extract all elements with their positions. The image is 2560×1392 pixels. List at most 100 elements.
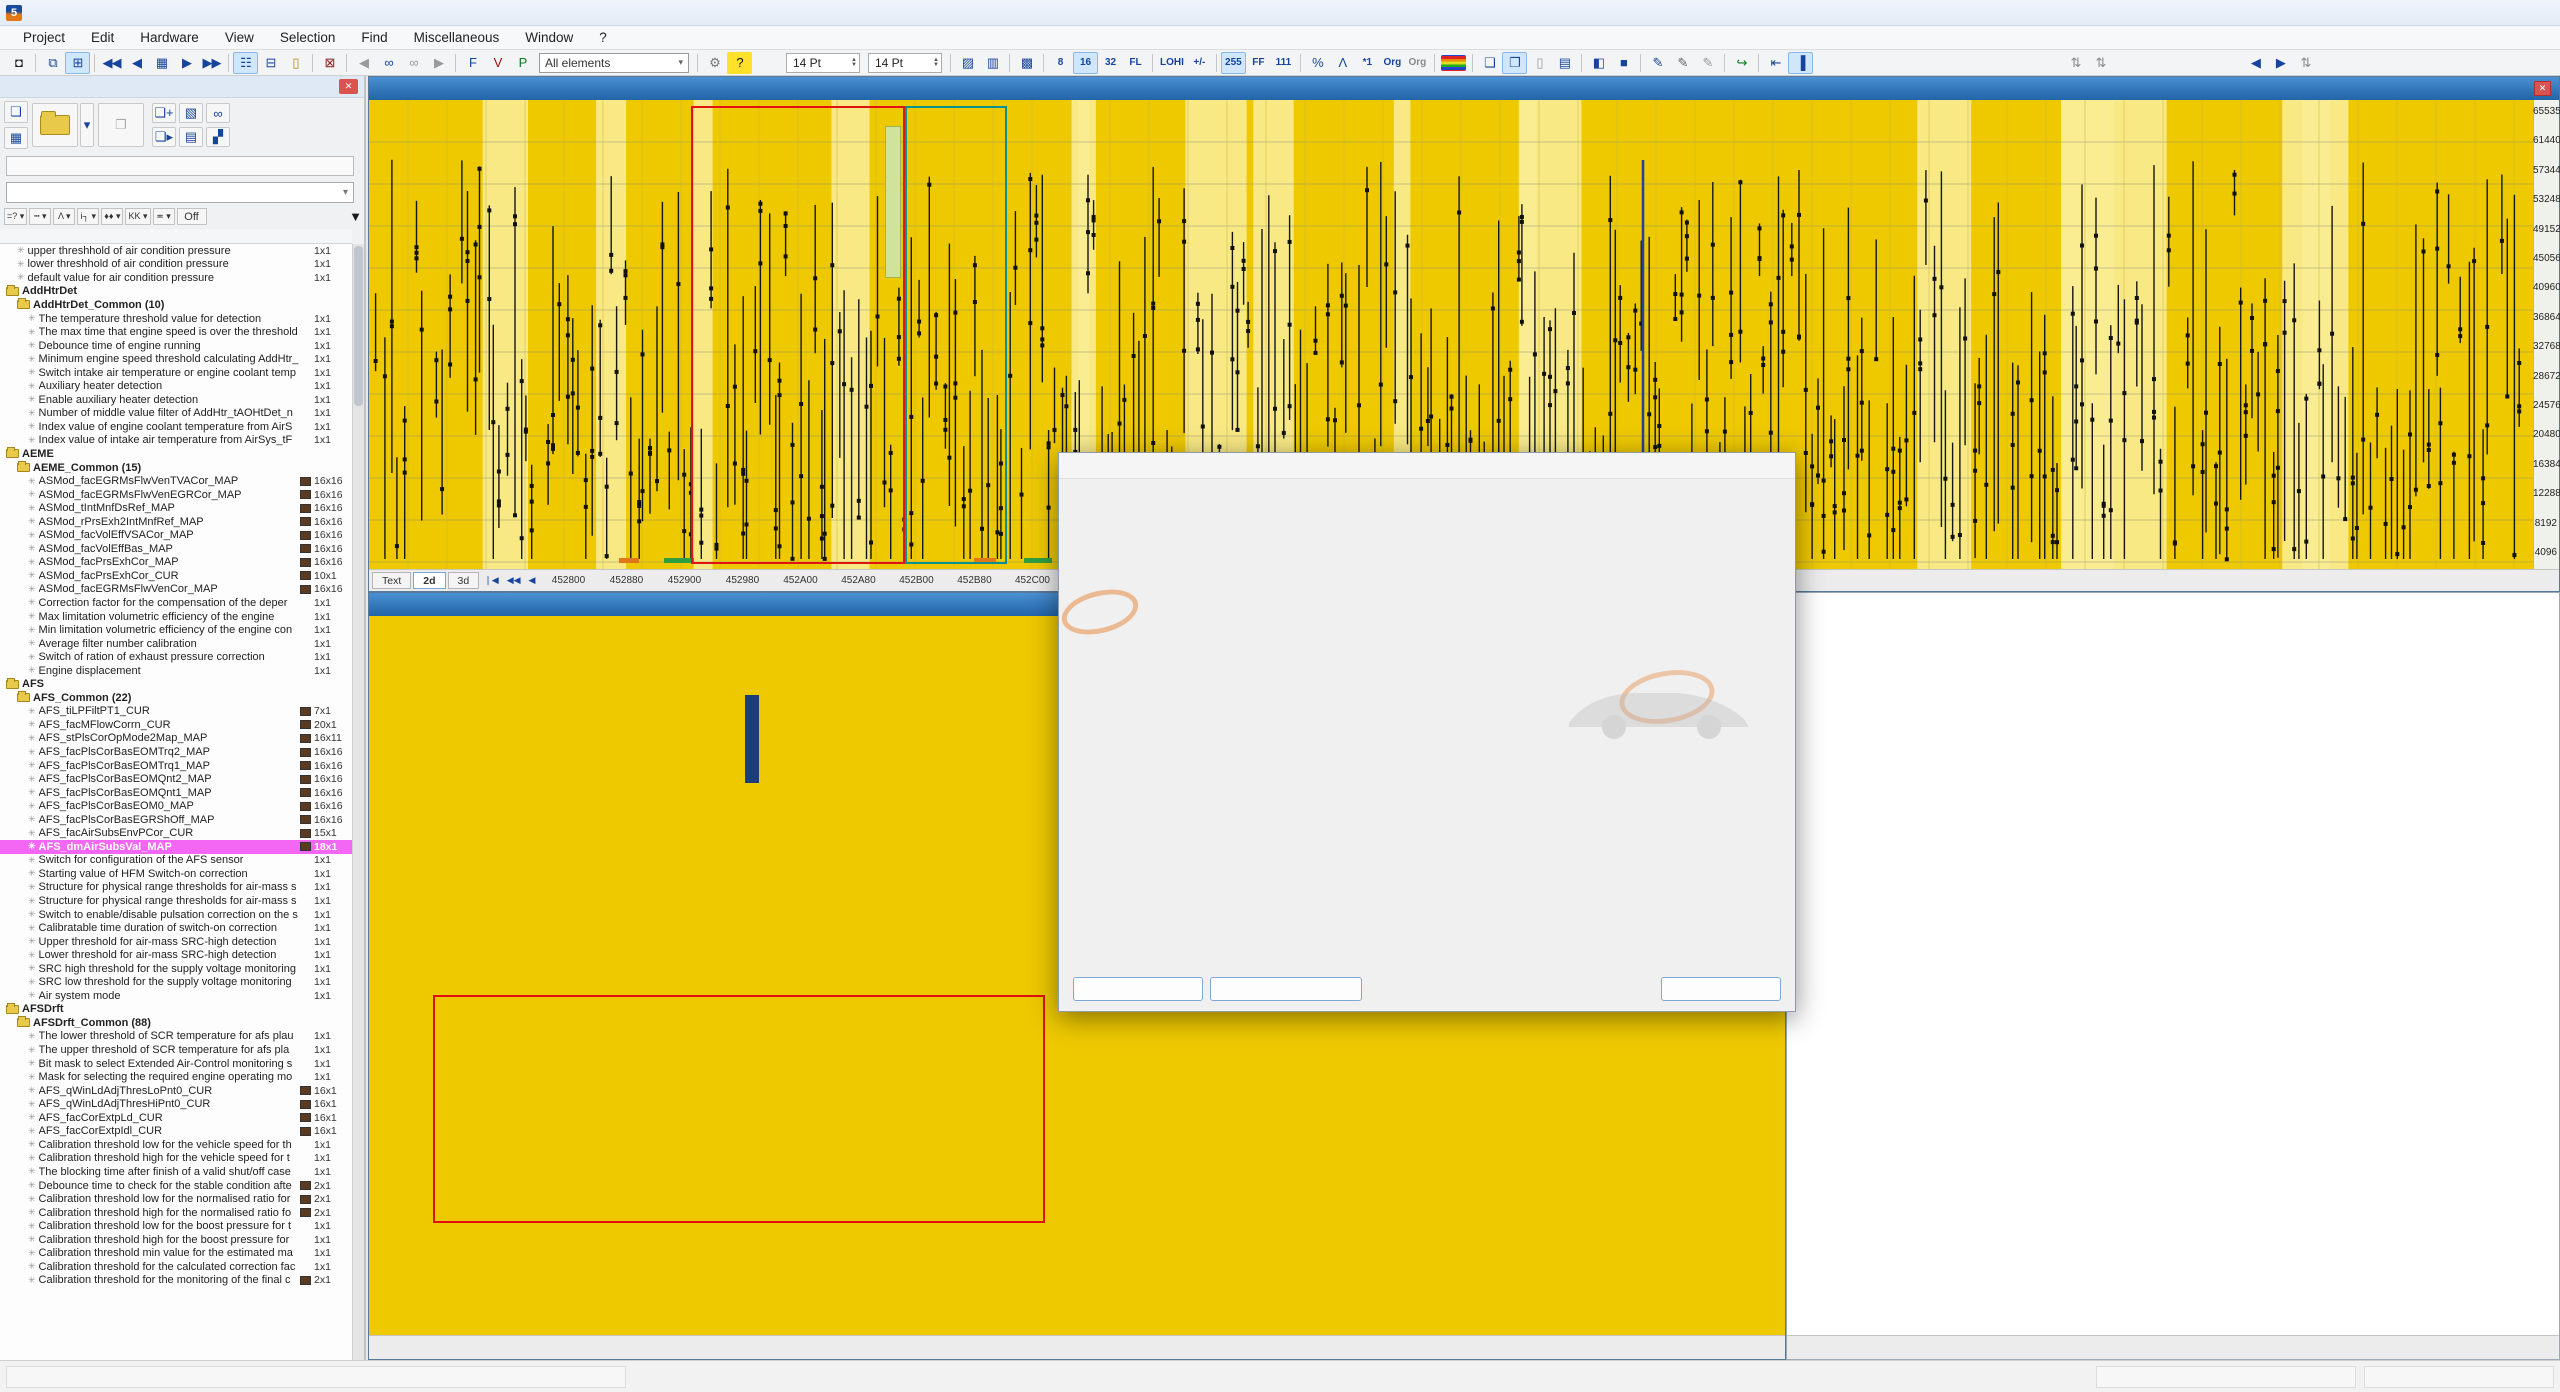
window-properties-icon[interactable]: ⊟ <box>265 54 277 70</box>
original-icon[interactable]: Org <box>1383 57 1402 68</box>
toolbar-scroll-1-icon[interactable]: ⇅ <box>2070 54 2081 70</box>
tree-item[interactable]: ✳ Switch for configuration of the AFS sen… <box>0 854 352 868</box>
tree-item[interactable]: AddHtrDet_Common (10) <box>0 298 352 312</box>
tree-item[interactable]: ✳ Enable auxiliary heater detection 1x1 <box>0 393 352 407</box>
factor-icon[interactable]: *1 <box>1362 57 1373 68</box>
tree-item[interactable]: ✳ ASMod_facEGRMsFlwVenCor_MAP 16x16 <box>0 583 352 597</box>
tree-item[interactable]: ✳ The lower threshold of SCR temperature … <box>0 1030 352 1044</box>
forward-icon[interactable]: ▶ <box>434 54 444 70</box>
tree-item[interactable]: ✳ AFS_facPlsCorBasEGRShOff_MAP 16x16 <box>0 813 352 827</box>
tree-item[interactable]: ✳ Auxiliary heater detection 1x1 <box>0 379 352 393</box>
menu-window[interactable]: Window <box>525 30 574 45</box>
functions-filter-icon[interactable]: F <box>469 55 477 70</box>
tab-2d[interactable]: 2d <box>413 572 446 589</box>
tree-item[interactable]: ✳ Min limitation volumetric efficiency of… <box>0 623 352 637</box>
tree-item[interactable]: ✳ The temperature threshold value for det… <box>0 312 352 326</box>
maximize-view-icon[interactable]: ■ <box>1619 55 1628 70</box>
menu-view[interactable]: View <box>224 30 254 45</box>
new-project-icon[interactable]: ❏ <box>4 101 28 123</box>
tree-item[interactable]: ✳ AFS_stPlsCorOpMode2Map_MAP 16x11 <box>0 732 352 746</box>
float-icon[interactable]: FL <box>1129 57 1142 68</box>
tree-item[interactable]: ✳ AFS_facMFlowCorrn_CUR 20x1 <box>0 718 352 732</box>
tree-item[interactable]: ✳ lower threshhold of air condition press… <box>0 258 352 272</box>
col-m[interactable] <box>0 229 26 243</box>
byte-order-icon[interactable]: LOHI <box>1160 57 1184 68</box>
tree-item[interactable]: ✳ AFS_dmAirSubsVal_MAP 18x1 <box>0 840 352 854</box>
dialog-close-button[interactable] <box>1757 456 1785 476</box>
cancel-button[interactable] <box>1661 977 1781 1001</box>
element-overview-icon[interactable]: ▦ <box>155 54 168 70</box>
tree-item[interactable]: ✳ Calibration threshold min value for the… <box>0 1246 352 1260</box>
surface-plot[interactable] <box>1787 593 2560 1337</box>
toolbar-scroll-2-icon[interactable]: ⇅ <box>2095 54 2106 70</box>
col-size[interactable] <box>312 229 352 243</box>
previous-element-icon[interactable]: ◀ <box>132 54 142 70</box>
tree-item[interactable]: ✳ Debounce time of engine running 1x1 <box>0 339 352 353</box>
32bit-icon[interactable]: 32 <box>1104 57 1117 68</box>
filter-kk-button[interactable]: KK ▾ <box>125 208 151 225</box>
tree-item[interactable]: ✳ ASMod_tIntMnfDsRef_MAP 16x16 <box>0 501 352 515</box>
tree-item[interactable]: ✳ Lower threshold for air-mass SRC-high d… <box>0 948 352 962</box>
search-icon[interactable]: ∞ <box>384 55 393 70</box>
original-2-icon[interactable]: Org <box>1408 57 1427 68</box>
tree-item[interactable]: ✳ AFS_facCorExtpIdl_CUR 16x1 <box>0 1125 352 1139</box>
tree-item[interactable]: ✳ Starting value of HFM Switch-on correct… <box>0 867 352 881</box>
tree-item[interactable]: AFS_Common (22) <box>0 691 352 705</box>
tree-item[interactable]: ✳ AFS_facPlsCorBasEOMQnt1_MAP 16x16 <box>0 786 352 800</box>
list-view-icon[interactable]: ☷ <box>233 51 258 74</box>
paste-project-icon[interactable]: ❐ <box>98 103 144 147</box>
window-gray-icon[interactable]: ▯ <box>1536 54 1543 70</box>
plugin-icon[interactable]: ▞ <box>206 127 230 147</box>
elements-filter-combo[interactable]: All elements ▾ <box>539 52 689 73</box>
help-icon[interactable]: ? <box>727 51 752 74</box>
next-element-icon[interactable]: ▶ <box>182 54 192 70</box>
projects-filter-icon[interactable]: P <box>518 55 528 70</box>
dialog-help-button[interactable] <box>1729 456 1757 476</box>
tree-item[interactable]: ✳ AFS_qWinLdAdjThresLoPnt0_CUR 16x1 <box>0 1084 352 1098</box>
percent-icon[interactable]: % <box>1312 55 1324 70</box>
tree-item[interactable]: ✳ upper threshhold of air condition press… <box>0 244 352 258</box>
session-button[interactable] <box>6 156 354 176</box>
tree-item[interactable]: ✳ Number of middle value filter of AddHtr… <box>0 407 352 421</box>
bars-view-icon[interactable]: ▥ <box>986 54 999 70</box>
menu-hardware[interactable]: Hardware <box>140 30 199 45</box>
filter-item-button[interactable]: ┅ ▾ <box>29 208 52 225</box>
search-again-icon[interactable]: ∞ <box>409 55 418 70</box>
menu-miscellaneous[interactable]: Miscellaneous <box>413 30 500 45</box>
dialog-titlebar[interactable] <box>1059 453 1795 479</box>
tree-item[interactable]: ✳ ASMod_facEGRMsFlwVenTVACor_MAP 16x16 <box>0 474 352 488</box>
tree-item[interactable]: ✳ SRC high threshold for the supply volta… <box>0 962 352 976</box>
filter-item-button[interactable]: ≖ ▾ <box>152 208 175 225</box>
tree-item[interactable]: ✳ Engine displacement 1x1 <box>0 664 352 678</box>
tree-item[interactable]: ✳ AFS_tiLPFiltPT1_CUR 7x1 <box>0 705 352 719</box>
search-maps-icon[interactable]: ∞ <box>206 103 230 123</box>
tree-item[interactable]: ✳ AFS_facPlsCorBasEOMQnt2_MAP 16x16 <box>0 772 352 786</box>
tree-item[interactable]: ✳ ASMod_facVolEffVSACor_MAP 16x16 <box>0 528 352 542</box>
tree-item[interactable]: ✳ Calibration threshold high for the norm… <box>0 1206 352 1220</box>
cascade-windows-icon[interactable]: ❏ <box>1484 54 1496 70</box>
close-button[interactable] <box>2516 2 2554 24</box>
versions-filter-icon[interactable]: V <box>493 55 503 70</box>
tree-item[interactable]: ✳ AFS_facPlsCorBasEOM0_MAP 16x16 <box>0 799 352 813</box>
new-version-icon[interactable]: ✎ <box>1652 54 1663 70</box>
container-icon[interactable]: ▯ <box>292 54 299 70</box>
tree-scrollbar[interactable] <box>352 244 364 1360</box>
menu-selection[interactable]: Selection <box>279 30 336 45</box>
side-panel-icon[interactable]: ▐ <box>1787 51 1813 74</box>
tree-item[interactable]: ✳ Correction factor for the compensation … <box>0 596 352 610</box>
nav-left-icon[interactable]: ◀ <box>2250 54 2261 70</box>
tree-item[interactable]: AEME_Common (15) <box>0 461 352 475</box>
tree-item[interactable]: ✳ Mask for selecting the required engine … <box>0 1070 352 1084</box>
hexdump-2d-titlebar[interactable]: ✕ <box>369 77 2559 100</box>
tree-item[interactable]: ✳ ASMod_facPrsExhCor_MAP 16x16 <box>0 556 352 570</box>
map-window-icon[interactable]: ❏▸ <box>152 127 176 147</box>
menu-find[interactable]: Find <box>361 30 388 45</box>
tree-item[interactable]: ✳ AFS_facAirSubsEnvPCor_CUR 15x1 <box>0 827 352 841</box>
tree-item[interactable]: ✳ SRC low threshold for the supply voltag… <box>0 976 352 990</box>
search-vehicle-data-button[interactable] <box>1210 977 1362 1001</box>
edit-version-icon[interactable]: ✎ <box>1677 54 1688 70</box>
tree-item[interactable]: ✳ Structure for physical range thresholds… <box>0 894 352 908</box>
new-map-icon[interactable]: ❏+ <box>152 103 176 123</box>
menu-item[interactable]: ? <box>599 30 607 45</box>
import-maps-icon[interactable]: ▧ <box>179 103 203 123</box>
